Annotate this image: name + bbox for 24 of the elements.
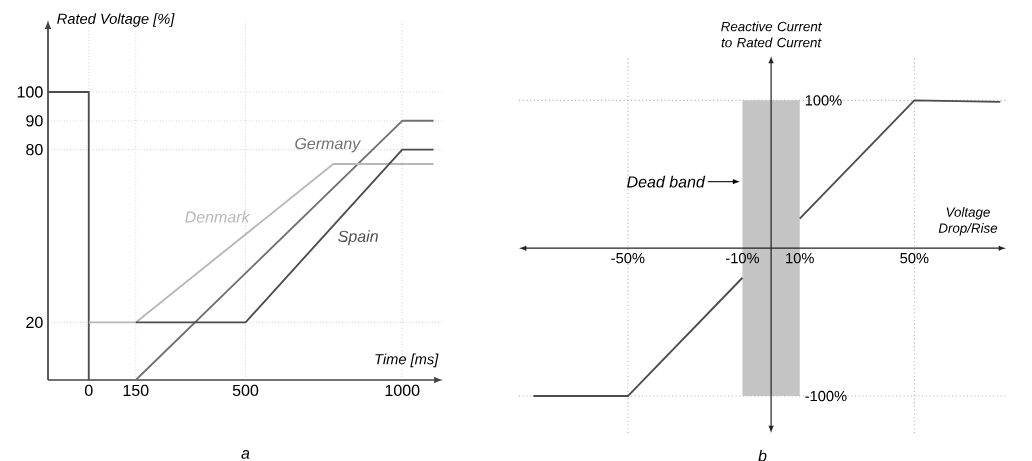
y-tick-label: 100% — [805, 95, 842, 106]
y-tick-label: 90 — [26, 115, 43, 127]
x-axis-title: Time [ms] — [375, 353, 439, 368]
x-tick-label: 1000 — [385, 384, 420, 397]
x-tick-label: -10% — [725, 252, 760, 264]
x-tick-label: 50% — [900, 252, 929, 264]
text: a — [241, 450, 250, 459]
x-tick-label: 0 — [84, 384, 93, 397]
y-axis-title: Rated Voltage [%] — [57, 13, 175, 27]
band-label: Dead band — [627, 175, 706, 188]
y-tick-label: -100% — [805, 390, 847, 402]
x-tick-label: 10% — [786, 252, 814, 264]
series-label: Germany — [295, 137, 362, 153]
x-tick-label: -50% — [611, 252, 645, 264]
text: b — [758, 449, 767, 461]
y-axis-title: Reactive Current to Rated Current — [721, 21, 822, 48]
y-tick-label: 80 — [26, 143, 43, 156]
x-axis-title: Voltage Drop/Rise — [938, 207, 998, 236]
series-label: Denmark — [185, 210, 251, 223]
series-label: Spain — [338, 230, 378, 246]
x-tick-label: 150 — [123, 384, 149, 397]
y-tick-label: 100 — [17, 86, 43, 98]
y-tick-label: 20 — [26, 316, 43, 329]
x-tick-label: 500 — [232, 384, 259, 397]
